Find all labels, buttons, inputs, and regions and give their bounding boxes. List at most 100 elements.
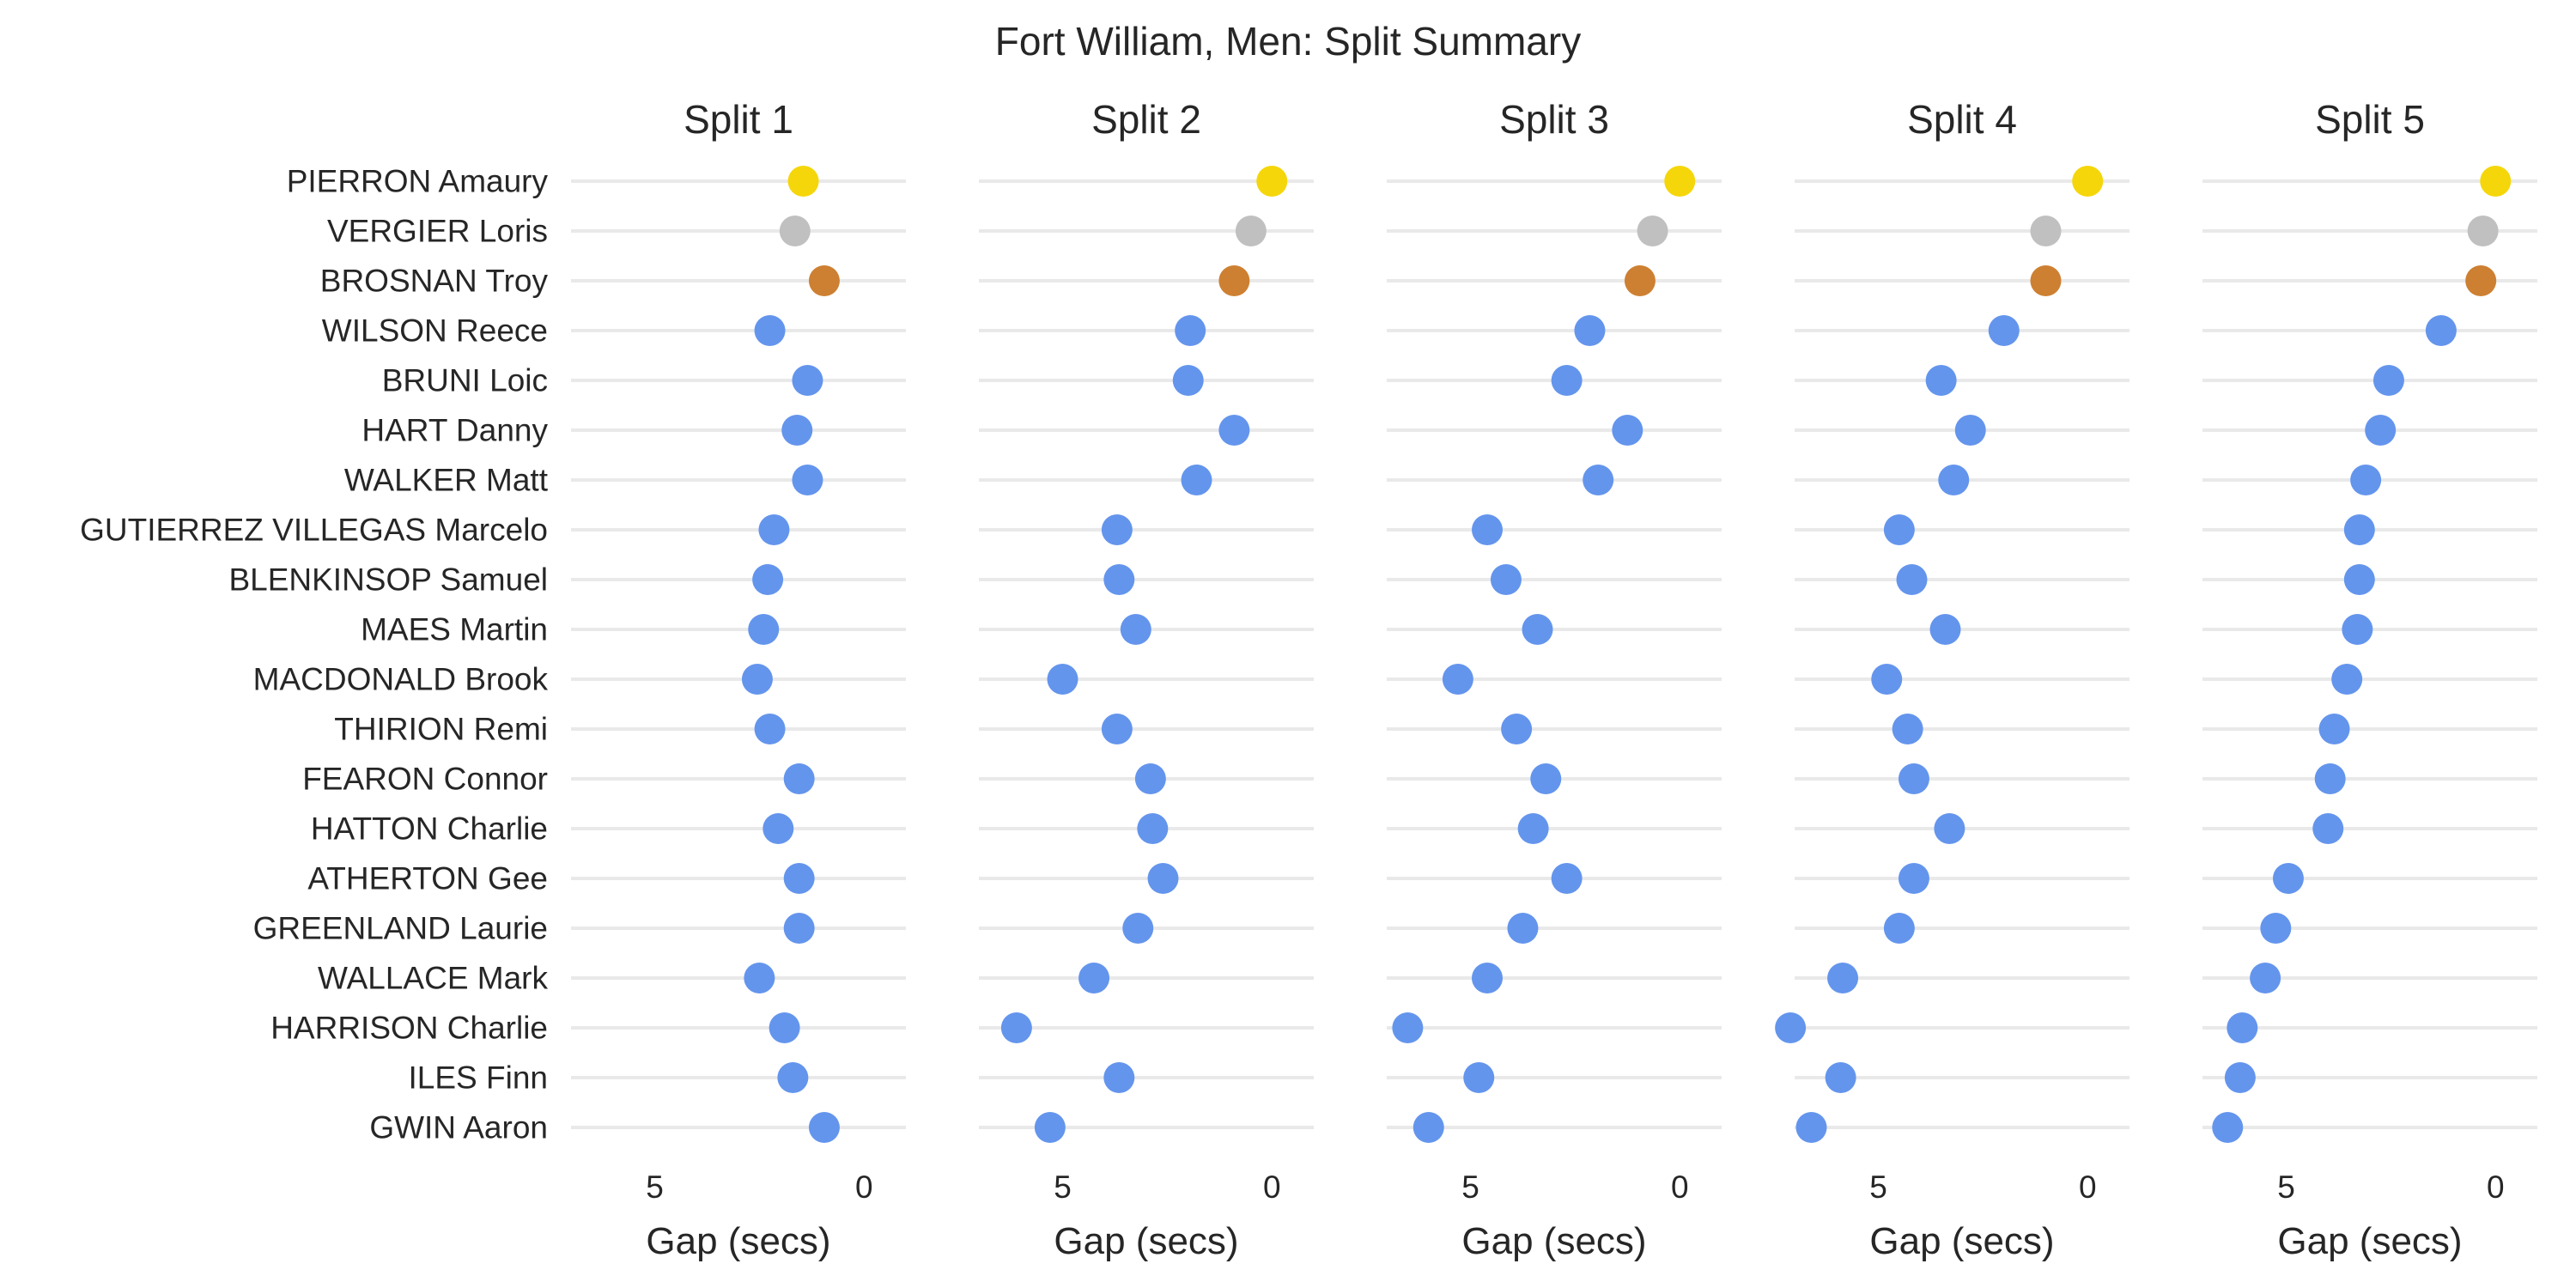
data-point [1954, 415, 1986, 446]
data-point [783, 863, 815, 894]
x-tick-label: 0 [2487, 1170, 2505, 1205]
rider-label: HARRISON Charlie [270, 1011, 548, 1046]
rider-label: ATHERTON Gee [307, 861, 548, 896]
data-point [754, 315, 786, 346]
data-point [1929, 614, 1961, 645]
data-point [1442, 664, 1473, 695]
rider-label: BROSNAN Troy [320, 264, 549, 299]
panel-5: Split 5 5 0 Gap (secs) [2202, 97, 2537, 1262]
rider-label: WALKER Matt [344, 463, 549, 498]
data-point [2072, 166, 2104, 197]
chart-title: Fort William, Men: Split Summary [994, 19, 1582, 64]
data-point [1898, 863, 1929, 894]
x-tick-label: 5 [2277, 1170, 2295, 1205]
x-axis-label: Gap (secs) [1461, 1220, 1646, 1262]
x-tick-label: 0 [855, 1170, 873, 1205]
x-axis-label: Gap (secs) [1054, 1220, 1238, 1262]
x-tick-label: 0 [1671, 1170, 1689, 1205]
data-point [1137, 813, 1169, 844]
data-point [1637, 216, 1668, 246]
data-point [1218, 415, 1250, 446]
data-point [1871, 664, 1903, 695]
data-point [1134, 763, 1166, 794]
data-point [2030, 216, 2062, 246]
data-point [1530, 763, 1562, 794]
data-point [1256, 166, 1288, 197]
data-point [1883, 913, 1915, 944]
rider-label: WALLACE Mark [318, 961, 548, 996]
data-point [1490, 564, 1522, 595]
data-point [1218, 265, 1250, 296]
data-point [1883, 514, 1915, 545]
data-point [2343, 514, 2375, 545]
data-point [808, 1112, 840, 1143]
x-tick-label: 5 [1054, 1170, 1072, 1205]
data-point [1898, 763, 1929, 794]
data-point [1827, 963, 1859, 993]
data-point [741, 664, 773, 695]
rider-label: MACDONALD Brook [253, 662, 549, 697]
data-point [787, 166, 819, 197]
data-point [1522, 614, 1553, 645]
rider-label: BLENKINSOP Samuel [228, 562, 548, 598]
rider-labels: PIERRON Amaury VERGIER Loris BROSNAN Troy W… [80, 164, 549, 1145]
data-point [1235, 216, 1267, 246]
data-point [1892, 714, 1923, 744]
data-point [2331, 664, 2363, 695]
data-point [2318, 714, 2350, 744]
rider-label: FEARON Connor [302, 762, 548, 797]
data-point [1574, 315, 1606, 346]
panel-title: Split 2 [1091, 97, 1201, 142]
data-point [808, 265, 840, 296]
rider-label: WILSON Reece [322, 313, 548, 349]
data-point [2425, 315, 2457, 346]
data-point [754, 714, 786, 744]
data-point [1551, 365, 1583, 396]
x-tick-label: 0 [2079, 1170, 2097, 1205]
data-point [1612, 415, 1643, 446]
data-point [2312, 813, 2344, 844]
rider-label: GREENLAND Laurie [253, 911, 548, 946]
data-point [1472, 514, 1503, 545]
data-point [1472, 963, 1503, 993]
data-point [1896, 564, 1928, 595]
x-tick-label: 5 [1869, 1170, 1887, 1205]
x-tick-label: 0 [1263, 1170, 1281, 1205]
data-point [1103, 1062, 1135, 1093]
rider-label: VERGIER Loris [327, 214, 548, 249]
data-point [1175, 315, 1206, 346]
x-axis-label: Gap (secs) [1869, 1220, 2054, 1262]
data-point [1047, 664, 1078, 695]
data-point [744, 963, 775, 993]
x-tick-label: 5 [1461, 1170, 1479, 1205]
data-point [1000, 1012, 1032, 1043]
data-point [1664, 166, 1696, 197]
data-point [748, 614, 780, 645]
data-point [2365, 415, 2397, 446]
data-point [781, 415, 813, 446]
data-point [1825, 1062, 1856, 1093]
x-axis-label: Gap (secs) [2277, 1220, 2462, 1262]
data-point [2227, 1012, 2258, 1043]
data-point [2372, 365, 2404, 396]
data-point [1101, 714, 1133, 744]
data-point [2272, 863, 2304, 894]
panel-2: Split 2 5 0 Gap (secs) [979, 97, 1314, 1262]
panel-title: Split 5 [2315, 97, 2425, 142]
data-point [758, 514, 790, 545]
data-point [1938, 465, 1970, 495]
panel-title: Split 4 [1907, 97, 2017, 142]
data-point [1934, 813, 1965, 844]
x-tick-label: 5 [646, 1170, 664, 1205]
data-point [1501, 714, 1533, 744]
rider-label: HATTON Charlie [311, 811, 548, 847]
data-point [1034, 1112, 1066, 1143]
data-point [2350, 465, 2382, 495]
data-point [792, 365, 823, 396]
rider-label: HART Danny [361, 413, 548, 448]
rider-label: GWIN Aaron [369, 1110, 548, 1145]
data-point [1463, 1062, 1495, 1093]
data-point [783, 763, 815, 794]
data-point [2465, 265, 2497, 296]
